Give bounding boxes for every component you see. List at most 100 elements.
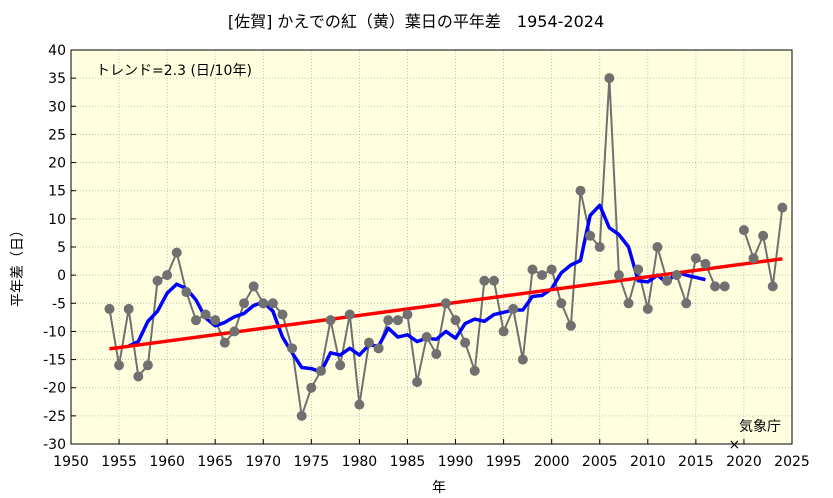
x-tick-label: 1985 bbox=[390, 454, 426, 470]
data-point bbox=[296, 410, 307, 421]
y-axis-label: 平年差（日） bbox=[10, 223, 26, 307]
data-point bbox=[681, 298, 692, 309]
data-point bbox=[412, 377, 423, 388]
data-point bbox=[421, 332, 432, 343]
x-tick-label: 2015 bbox=[678, 454, 714, 470]
data-point bbox=[114, 360, 125, 371]
data-point bbox=[690, 253, 701, 264]
data-point bbox=[777, 202, 788, 213]
y-tick-label: -20 bbox=[43, 381, 66, 397]
y-axis-ticks: -30 -25 -20 -15 -10 -5 0 5 10 15 20 25 30 35 40 bbox=[43, 43, 76, 453]
data-point bbox=[248, 281, 259, 292]
data-point bbox=[315, 365, 326, 376]
data-point bbox=[277, 309, 288, 320]
x-tick-label: 2025 bbox=[774, 454, 810, 470]
data-point bbox=[594, 242, 605, 252]
data-point bbox=[748, 253, 759, 264]
data-point bbox=[392, 315, 403, 326]
x-tick-label: 2000 bbox=[534, 454, 570, 470]
y-tick-label: -25 bbox=[43, 409, 66, 425]
data-point bbox=[181, 287, 192, 298]
data-point bbox=[642, 303, 653, 314]
data-point bbox=[133, 371, 144, 382]
chart-title: [佐賀] かえでの紅（黄）葉日の平年差 1954-2024 bbox=[228, 12, 604, 31]
data-point bbox=[767, 281, 778, 292]
data-point bbox=[229, 326, 240, 337]
x-tick-label: 1980 bbox=[342, 454, 378, 470]
data-point bbox=[123, 303, 134, 314]
x-tick-label: 2020 bbox=[726, 454, 762, 470]
data-point bbox=[479, 275, 490, 286]
data-point bbox=[662, 275, 673, 286]
y-tick-label: -10 bbox=[43, 324, 66, 340]
data-point bbox=[450, 315, 461, 326]
x-tick-label: 1995 bbox=[486, 454, 522, 470]
x-tick-label: 1960 bbox=[149, 454, 185, 470]
data-point bbox=[700, 258, 711, 269]
data-point bbox=[469, 365, 480, 376]
data-point bbox=[565, 320, 576, 331]
data-point bbox=[190, 315, 201, 326]
y-tick-label: -30 bbox=[43, 437, 66, 453]
data-point bbox=[354, 399, 365, 410]
data-point bbox=[210, 315, 221, 326]
data-point bbox=[364, 337, 375, 348]
data-point bbox=[585, 230, 596, 241]
y-tick-label: 40 bbox=[48, 43, 66, 59]
data-point bbox=[162, 270, 173, 281]
data-point bbox=[142, 360, 153, 371]
plot-frame bbox=[70, 49, 793, 445]
y-tick-label: 15 bbox=[48, 184, 66, 200]
moving-average-line bbox=[127, 203, 706, 374]
y-tick-label: 30 bbox=[48, 99, 66, 115]
x-tick-label: 2010 bbox=[630, 454, 666, 470]
data-point bbox=[498, 326, 509, 337]
data-point bbox=[488, 275, 499, 286]
data-point bbox=[402, 309, 413, 320]
data-point bbox=[440, 298, 451, 309]
y-tick-label: 0 bbox=[57, 268, 66, 284]
data-point bbox=[575, 185, 586, 196]
data-point bbox=[383, 315, 394, 326]
x-tick-label: 1950 bbox=[53, 454, 89, 470]
data-point bbox=[431, 348, 442, 359]
data-point bbox=[652, 242, 663, 252]
data-point bbox=[267, 298, 278, 309]
x-tick-label: 1975 bbox=[294, 454, 330, 470]
data-point bbox=[219, 337, 230, 348]
x-tick-label: 1970 bbox=[245, 454, 281, 470]
x-tick-label: 2005 bbox=[582, 454, 618, 470]
data-point bbox=[604, 73, 615, 84]
y-tick-label: 10 bbox=[48, 212, 66, 228]
data-point bbox=[556, 298, 567, 309]
series-layer bbox=[104, 73, 788, 421]
x-axis-label: 年 bbox=[432, 480, 446, 496]
data-point bbox=[258, 298, 269, 309]
data-point bbox=[527, 264, 538, 275]
x-tick-label: 1965 bbox=[197, 454, 233, 470]
data-point bbox=[460, 337, 471, 348]
y-tick-label: 25 bbox=[48, 127, 66, 143]
data-point bbox=[633, 264, 644, 275]
data-point bbox=[719, 281, 730, 292]
data-point bbox=[517, 354, 528, 365]
x-tick-label: 1990 bbox=[438, 454, 474, 470]
data-point bbox=[671, 270, 682, 281]
data-point bbox=[613, 270, 624, 281]
data-point bbox=[306, 382, 317, 393]
data-point bbox=[239, 298, 250, 309]
data-point bbox=[623, 298, 634, 309]
y-tick-label: -15 bbox=[43, 353, 66, 369]
x-axis-ticks: 1950 1955 1960 1965 1970 1975 1980 1985 1990 1995… bbox=[53, 439, 810, 470]
trend-annotation: トレンド=2.3 (日/10年) bbox=[96, 63, 252, 79]
data-point bbox=[373, 343, 384, 354]
data-point bbox=[508, 303, 519, 314]
y-tick-label: 35 bbox=[48, 71, 66, 87]
data-point bbox=[758, 230, 769, 241]
data-point bbox=[537, 270, 548, 281]
data-point bbox=[325, 315, 336, 326]
data-point bbox=[152, 275, 163, 286]
data-point bbox=[200, 309, 211, 320]
data-point bbox=[344, 309, 355, 320]
